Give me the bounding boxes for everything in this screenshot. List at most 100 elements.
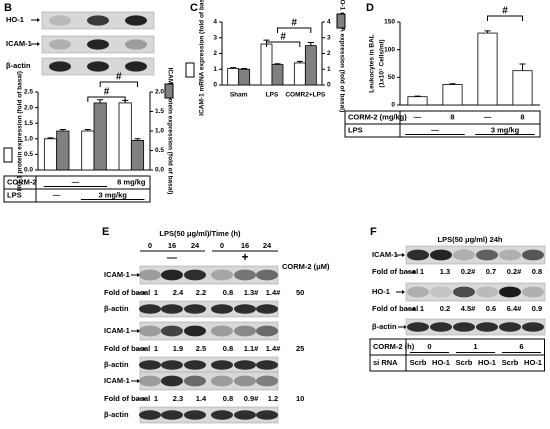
tick-label: 3 [327, 34, 331, 41]
error-bar [307, 41, 314, 46]
fold-value: 2.2 [196, 288, 206, 297]
bar [93, 102, 107, 171]
fold-value: 0.9# [244, 394, 259, 403]
band [184, 325, 206, 337]
table-cell: 8 mg/kg [117, 177, 146, 186]
band [161, 360, 183, 370]
error-bar [84, 128, 91, 131]
table-cell: 1 [473, 342, 477, 351]
band [499, 249, 521, 261]
bar [407, 96, 428, 106]
panel-label: E [102, 226, 109, 238]
bar [293, 62, 306, 86]
lane-label: 24 [191, 241, 200, 250]
band [407, 322, 429, 332]
lane-label: 24 [263, 241, 272, 250]
arrow-head [413, 270, 416, 274]
band [234, 375, 256, 387]
tick-label: 0 [391, 102, 395, 109]
fold-value: 0.2# [461, 267, 476, 276]
tick-label: 1.5 [155, 108, 164, 115]
arrow-head [137, 329, 140, 333]
fold-value: 1.4 [196, 394, 207, 403]
fold-value: 1 [420, 267, 424, 276]
table-cell: 0 [427, 342, 431, 351]
blot-label: β-actin [6, 61, 31, 70]
band [476, 322, 498, 332]
band [161, 410, 183, 420]
fold-value: 0.8 [532, 267, 542, 276]
annotation: # [104, 87, 110, 98]
error-bar [519, 63, 526, 71]
tick-label: 0 [213, 82, 217, 89]
fold-value: 0.8 [223, 344, 233, 353]
tick-label: 3 [213, 34, 217, 41]
tick-label: 2.0 [24, 104, 33, 111]
table-cell: 8 [520, 112, 524, 121]
x-tick-label: LPS [266, 92, 279, 99]
band [211, 304, 233, 314]
table-cell: Scrb [456, 358, 473, 367]
arrow-head [402, 253, 405, 257]
bar [304, 45, 317, 86]
band [49, 39, 71, 50]
bar [130, 139, 145, 171]
band [211, 269, 233, 281]
band [139, 375, 161, 387]
legend-swatch [185, 62, 195, 78]
arrow-head [137, 273, 140, 277]
tick-label: 1.0 [24, 136, 33, 143]
annotation: # [280, 32, 286, 43]
arrow-head [37, 42, 40, 46]
blot-label: β-actin [104, 304, 129, 313]
fold-value: 2.5 [196, 344, 206, 353]
tick-label: 50 [388, 74, 396, 81]
tick-label: 2.0 [155, 89, 164, 96]
table-cell: — [53, 190, 61, 199]
band [522, 286, 544, 298]
panel-label: F [370, 226, 377, 238]
band [499, 322, 521, 332]
blot-label: β-actin [104, 360, 129, 369]
band [184, 304, 206, 314]
fold-value: 1 [154, 288, 158, 297]
band [522, 322, 544, 332]
error-bar [414, 95, 421, 97]
blot-label: HO-1 [372, 287, 390, 296]
band [139, 360, 161, 370]
band [407, 286, 429, 298]
band [499, 286, 521, 298]
sig-bracket [266, 41, 301, 47]
band [125, 61, 147, 72]
table-cell: — [414, 112, 422, 121]
band [139, 304, 161, 314]
blot-label: ICAM-1 [372, 250, 398, 259]
band [234, 410, 256, 420]
blot-title: LPS(50 μg/ml) 24h [437, 235, 502, 244]
band [407, 249, 429, 261]
fold-value: 1.2 [268, 394, 278, 403]
fold-value: 1.9 [173, 344, 183, 353]
sig-bracket [99, 81, 138, 87]
table-cell: 3 mg/kg [491, 125, 520, 134]
table-cell: — [484, 112, 492, 121]
fold-value: 1.4# [266, 344, 281, 353]
x-tick-label: Sham [230, 92, 248, 99]
bar [477, 32, 498, 106]
table-cell: 3 mg/kg [98, 190, 127, 199]
arrow-head [143, 347, 146, 351]
arrow-head [37, 18, 40, 22]
y-axis-label: ICAM-1 mRNA expression (fold of basal) [199, 0, 206, 116]
arrow-head [143, 397, 146, 401]
row-label: Fold of basal [104, 344, 150, 353]
error-bar [296, 60, 303, 63]
band [256, 375, 278, 387]
fold-value: 1.1# [244, 344, 259, 353]
annotation: # [116, 72, 122, 83]
error-bar [97, 99, 104, 103]
tick-label: 0.5 [24, 151, 33, 158]
bar [118, 102, 132, 171]
treatment: — [167, 253, 177, 264]
y2-axis-label: HO-1 mRNA expression (fold of basal) [338, 0, 345, 112]
band [87, 39, 109, 50]
